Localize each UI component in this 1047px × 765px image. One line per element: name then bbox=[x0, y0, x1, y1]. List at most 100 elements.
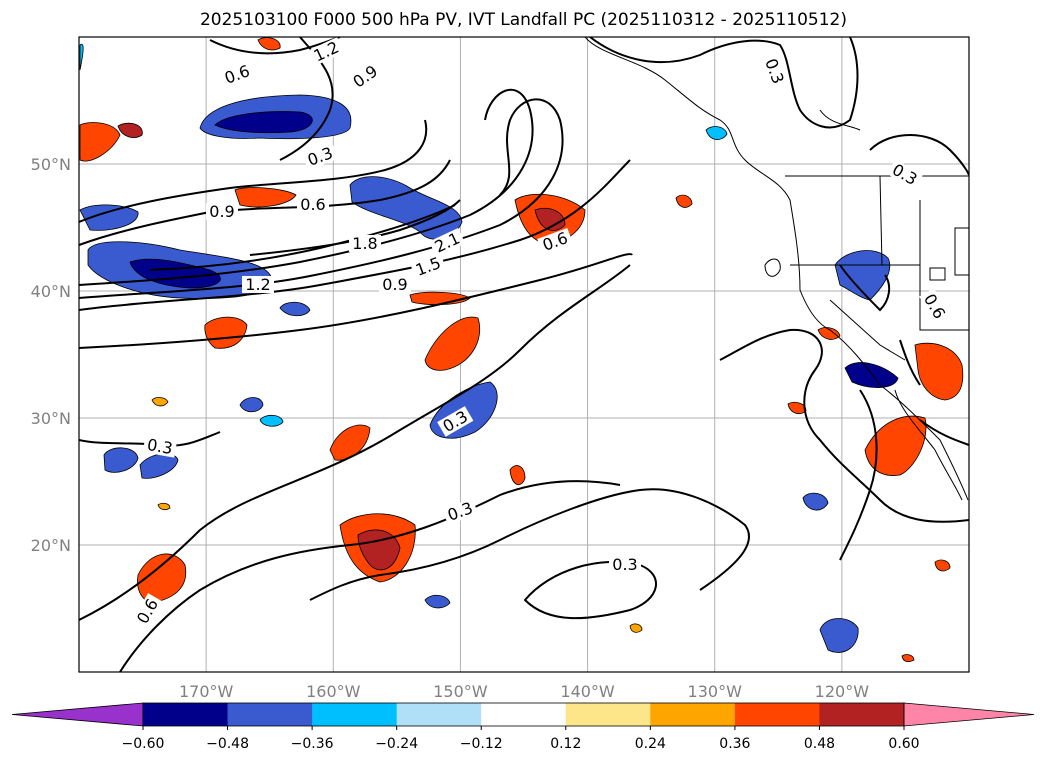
contour-label-bg bbox=[219, 61, 256, 88]
colorbar-segment bbox=[312, 703, 398, 726]
lon-tick-label: 160°W bbox=[306, 682, 361, 701]
contour-label-bg bbox=[429, 227, 466, 257]
colorbar-tick-label: 0.12 bbox=[550, 736, 581, 752]
negative-blob bbox=[834, 250, 891, 301]
negative-blob-core bbox=[214, 111, 313, 134]
positive-blob-core bbox=[534, 208, 566, 231]
negative-anomaly-areas bbox=[79, 43, 899, 653]
negative-blob bbox=[424, 594, 451, 609]
negative-blob bbox=[79, 204, 139, 231]
contour-label-bg bbox=[297, 196, 329, 213]
lat-tick-label: 50°N bbox=[31, 155, 71, 174]
negative-blob bbox=[705, 126, 728, 140]
negative-blob bbox=[239, 397, 264, 413]
island bbox=[954, 227, 969, 276]
map-title: 2025103100 F000 500 hPa PV, IVT Landfall… bbox=[199, 10, 847, 30]
contour-label-bg bbox=[347, 60, 384, 93]
contour-label: 0.6 bbox=[300, 195, 325, 214]
coastlines bbox=[584, 37, 969, 501]
contour-label-bg bbox=[437, 406, 474, 437]
lon-tick-label: 170°W bbox=[179, 682, 234, 701]
contour-label: 0.9 bbox=[209, 202, 234, 221]
island bbox=[929, 267, 946, 281]
colorbar-segment bbox=[650, 703, 736, 726]
contour-label-bg bbox=[308, 37, 345, 66]
colorbar-segment bbox=[227, 703, 313, 726]
colorbar-segment bbox=[734, 703, 820, 726]
map-panel: 1.20.6 0.90.30.9 0.61.8 2.11.50.91.20.60.30… bbox=[79, 37, 969, 672]
positive-blob bbox=[934, 559, 951, 572]
negative-blob bbox=[844, 362, 899, 388]
positive-blob bbox=[204, 316, 248, 349]
positive-blob bbox=[509, 465, 526, 486]
contour-label-bg bbox=[206, 203, 238, 220]
positive-blob-core bbox=[357, 529, 401, 571]
negative-blob bbox=[819, 618, 859, 653]
latitude-labels: 20°N 30°N 40°N 50°N bbox=[31, 155, 71, 555]
positive-blob bbox=[787, 401, 807, 415]
positive-blob bbox=[675, 194, 693, 208]
colorbar-tick-label: 0.60 bbox=[888, 736, 919, 752]
positive-blob bbox=[424, 316, 480, 371]
colorbar-tick-label: 0.48 bbox=[804, 736, 835, 752]
colorbar-frame bbox=[142, 702, 905, 727]
lat-tick-label: 30°N bbox=[31, 409, 71, 428]
lon-tick-label: 140°W bbox=[560, 682, 615, 701]
lat-tick-label: 40°N bbox=[31, 282, 71, 301]
positive-blob bbox=[329, 424, 371, 461]
contour-label-bg bbox=[142, 435, 178, 458]
lon-tick-label: 150°W bbox=[433, 682, 488, 701]
contour-label-bg bbox=[886, 159, 923, 190]
positive-blob bbox=[151, 397, 169, 407]
contour-label: 0.3 bbox=[612, 555, 637, 574]
colorbar-extend-high bbox=[903, 702, 1035, 727]
colorbar-tick-label: 0.36 bbox=[719, 736, 750, 752]
lat-tick-label: 20°N bbox=[31, 536, 71, 555]
contour-label-bg bbox=[242, 276, 274, 293]
colorbar-segment bbox=[143, 703, 229, 726]
contour-label: 0.3 bbox=[146, 435, 174, 458]
colorbar: −0.60 −0.48 −0.36 −0.24 −0.12 0.12 0.24 0.36 0.4… bbox=[11, 702, 1035, 752]
negative-blob bbox=[259, 414, 284, 427]
contour-label-bg bbox=[919, 288, 950, 325]
positive-blob bbox=[157, 502, 171, 511]
colorbar-segment bbox=[819, 703, 905, 726]
colorbar-tick-label: −0.24 bbox=[375, 736, 418, 752]
colorbar-tick-label: −0.36 bbox=[291, 736, 334, 752]
contour-label: 1.2 bbox=[245, 275, 270, 294]
lon-tick-label: 130°W bbox=[688, 682, 743, 701]
contour-label-bg bbox=[609, 556, 641, 573]
negative-blob bbox=[802, 492, 829, 511]
negative-blob bbox=[103, 447, 139, 473]
state-border bbox=[919, 200, 969, 331]
colorbar-tick-label: −0.12 bbox=[460, 736, 503, 752]
state-border bbox=[879, 175, 883, 266]
lon-tick-label: 120°W bbox=[815, 682, 870, 701]
state-border bbox=[829, 299, 906, 361]
negative-blob bbox=[139, 453, 179, 479]
positive-blob bbox=[901, 654, 915, 663]
pv-contours bbox=[79, 37, 969, 672]
colorbar-segment bbox=[396, 703, 482, 726]
positive-anomaly-areas bbox=[79, 37, 964, 663]
contour-label: 1.8 bbox=[352, 234, 377, 253]
positive-blob bbox=[914, 342, 964, 401]
negative-blob bbox=[349, 176, 463, 240]
map-frame bbox=[78, 36, 970, 673]
colorbar-tick-label: −0.48 bbox=[206, 736, 249, 752]
north-america-coastline bbox=[584, 37, 969, 501]
contour-labels: 1.20.6 0.90.30.9 0.61.8 2.11.50.91.20.60.30… bbox=[132, 37, 950, 630]
contour-label-bg bbox=[379, 276, 411, 293]
positive-blob bbox=[117, 122, 143, 138]
baja-coastline bbox=[894, 389, 963, 501]
canada-border bbox=[819, 109, 861, 131]
colorbar-extend-low bbox=[11, 702, 144, 727]
positive-blob bbox=[234, 187, 297, 208]
contour-label-bg bbox=[349, 235, 381, 252]
colorbar-segment bbox=[565, 703, 651, 726]
contour-label: 0.9 bbox=[382, 275, 407, 294]
positive-blob bbox=[629, 623, 643, 633]
negative-blob bbox=[79, 43, 84, 71]
colorbar-tick-label: 0.24 bbox=[635, 736, 666, 752]
